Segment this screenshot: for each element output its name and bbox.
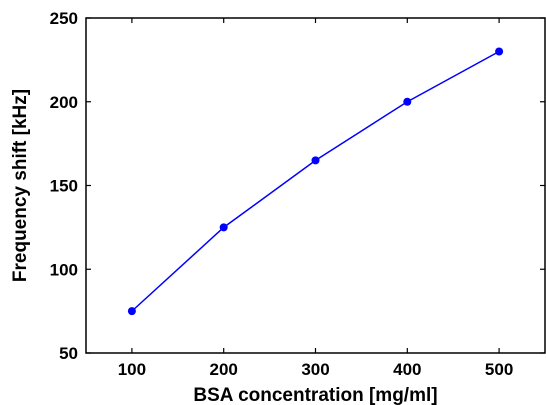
axis-ticks: 100 200 300 400 500 50 100 150 200 250: [50, 9, 545, 379]
x-axis-label: BSA concentration [mg/ml]: [193, 385, 437, 405]
x-tick-label: 100: [118, 360, 146, 379]
series-line: [131, 50, 500, 312]
data-point: [219, 223, 228, 232]
data-point: [403, 97, 412, 106]
data-point: [127, 307, 136, 316]
series-line-layer: [131, 50, 500, 312]
y-tick-label: 250: [50, 9, 78, 28]
y-tick-label: 100: [50, 260, 78, 279]
data-point: [495, 47, 504, 56]
y-axis-label: Frequency shift [kHz]: [10, 89, 31, 282]
data-point: [311, 156, 320, 165]
y-tick-label: 150: [50, 177, 78, 196]
x-tick-label: 300: [301, 360, 329, 379]
x-tick-label: 400: [393, 360, 421, 379]
plot-frame: [85, 17, 546, 354]
y-tick-label: 200: [50, 93, 78, 112]
data-points-layer: [127, 47, 504, 316]
x-tick-label: 200: [210, 360, 238, 379]
y-tick-label: 50: [59, 344, 78, 363]
x-tick-label: 500: [485, 360, 513, 379]
